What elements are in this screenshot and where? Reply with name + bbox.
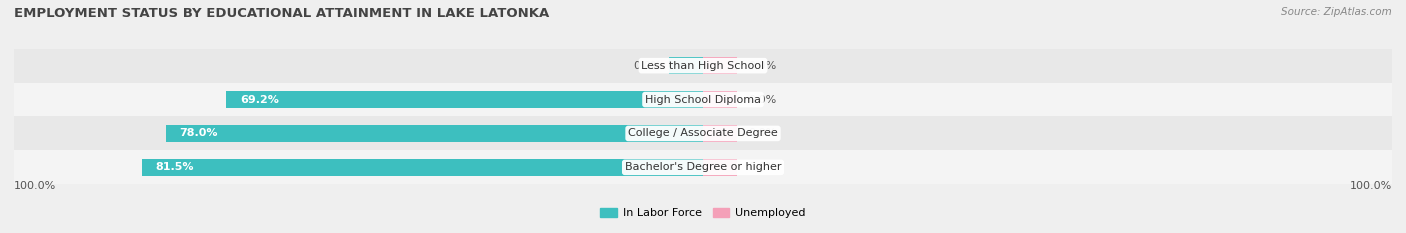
Bar [226,91,703,108]
Text: 100.0%: 100.0% [1350,181,1392,191]
Bar [14,83,1392,116]
Text: 0.0%: 0.0% [748,162,776,172]
Text: 81.5%: 81.5% [155,162,194,172]
Bar [703,57,738,75]
Text: EMPLOYMENT STATUS BY EDUCATIONAL ATTAINMENT IN LAKE LATONKA: EMPLOYMENT STATUS BY EDUCATIONAL ATTAINM… [14,7,550,20]
Text: 100.0%: 100.0% [14,181,56,191]
Legend: In Labor Force, Unemployed: In Labor Force, Unemployed [600,208,806,218]
Bar [166,125,703,142]
Text: Bachelor's Degree or higher: Bachelor's Degree or higher [624,162,782,172]
Text: 0.0%: 0.0% [748,128,776,138]
Bar [14,116,1392,150]
Text: 0.0%: 0.0% [634,61,662,71]
Text: Source: ZipAtlas.com: Source: ZipAtlas.com [1281,7,1392,17]
Bar [14,150,1392,184]
Text: 69.2%: 69.2% [240,95,278,105]
Text: College / Associate Degree: College / Associate Degree [628,128,778,138]
Bar [14,49,1392,83]
Bar [703,91,738,108]
Text: 78.0%: 78.0% [180,128,218,138]
Bar [703,125,738,142]
Text: 0.0%: 0.0% [748,61,776,71]
Text: 0.0%: 0.0% [748,95,776,105]
Bar [669,57,703,75]
Bar [142,158,703,176]
Text: Less than High School: Less than High School [641,61,765,71]
Text: High School Diploma: High School Diploma [645,95,761,105]
Bar [703,158,738,176]
